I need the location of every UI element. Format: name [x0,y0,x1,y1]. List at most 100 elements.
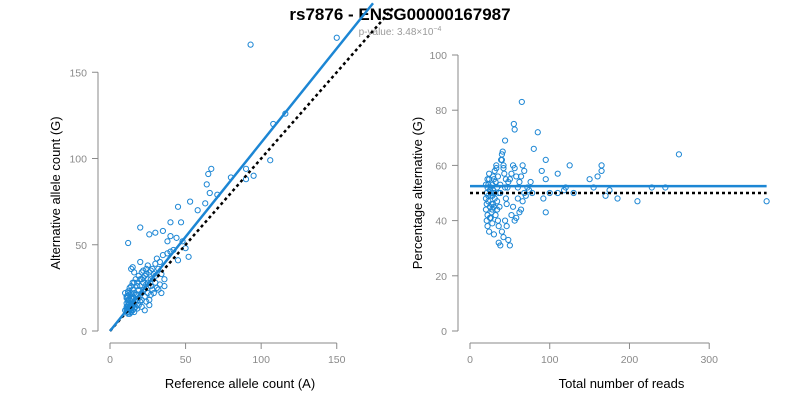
data-point [488,209,495,216]
data-point [634,198,641,205]
data-point [138,269,145,276]
data-point [167,219,174,226]
y-tick-label: 50 [75,240,87,252]
data-point [131,289,138,297]
data-point [132,276,139,283]
chart-title: rs7876 - ENSG00000167987 [289,5,510,24]
data-point [614,195,621,202]
data-point [135,286,142,293]
data-point [185,253,192,260]
y-tick-label: 80 [435,105,447,117]
data-point [517,173,525,180]
data-point [484,223,491,230]
data-point [519,162,526,169]
data-point [493,162,500,169]
data-point [594,173,601,180]
data-point [152,229,159,236]
data-point [519,198,526,205]
data-point [503,200,510,208]
data-point [546,189,553,197]
data-point [137,224,144,231]
data-point [158,289,165,297]
x-axis-label: Reference allele count (A) [165,376,315,391]
fit-line [109,2,374,332]
data-point [161,283,168,290]
data-point [502,176,509,183]
data-point [542,209,549,216]
data-point [500,234,507,241]
subtitle-text: p-value: 3.48×10 [359,27,434,38]
data-point [129,264,136,271]
data-point [247,41,254,48]
x-axis-label: Total number of reads [559,376,685,391]
data-point [203,181,210,188]
data-point [149,265,156,272]
data-point [517,206,525,213]
data-point [489,206,496,213]
data-point [164,250,171,257]
left-panel-scatter: 0 50 100 150 0 50 100 150 Reference allele count… [48,2,394,391]
y-tick-label: 0 [441,326,447,338]
data-point [205,170,212,178]
chart-subtitle: p-value: 3.48×10−4 [359,26,442,38]
data-point [511,165,518,172]
x-tick-label: 150 [328,354,346,366]
y-tick-label: 150 [69,67,87,79]
data-point [508,211,515,219]
data-point [138,303,145,310]
data-point [202,200,209,207]
data-point [143,265,150,272]
data-point [511,126,518,133]
data-point [134,279,141,286]
data-point [333,34,340,41]
data-point [494,198,501,205]
data-point [173,234,180,241]
data-point [137,258,144,266]
data-point [494,217,502,224]
data-point [506,176,513,183]
data-point [125,239,132,247]
data-point [128,308,135,316]
data-point [134,283,141,290]
data-point [132,303,139,310]
data-point [497,242,504,249]
data-point [141,272,148,279]
data-point [530,145,537,152]
data-point [513,214,520,221]
y-tick-label: 100 [69,154,87,166]
data-point [501,137,509,144]
data-point [208,165,215,172]
x-tick-label: 300 [700,354,718,366]
data-point [156,258,163,266]
data-point [570,189,577,197]
data-point [763,198,770,205]
data-point [177,219,185,226]
data-point [164,238,171,245]
data-point [509,203,517,210]
data-point [495,223,502,230]
data-point [490,176,498,183]
data-point [598,162,605,169]
data-point [135,302,142,309]
data-point [146,231,153,238]
data-point [126,284,133,291]
data-point [125,288,132,295]
data-point [194,207,201,214]
data-point [498,156,505,163]
data-point [505,236,512,244]
data-point [521,167,528,175]
data-point [131,269,138,276]
data-point [501,170,508,177]
x-tick-label: 0 [467,354,473,366]
y-axis-label: Percentage alternative (G) [410,117,425,269]
data-point [500,165,507,172]
data-point [566,162,573,169]
data-point [540,195,547,202]
data-point [135,272,142,279]
data-point [499,148,506,155]
data-point [527,178,534,186]
data-point [498,228,505,235]
data-point [514,195,521,202]
